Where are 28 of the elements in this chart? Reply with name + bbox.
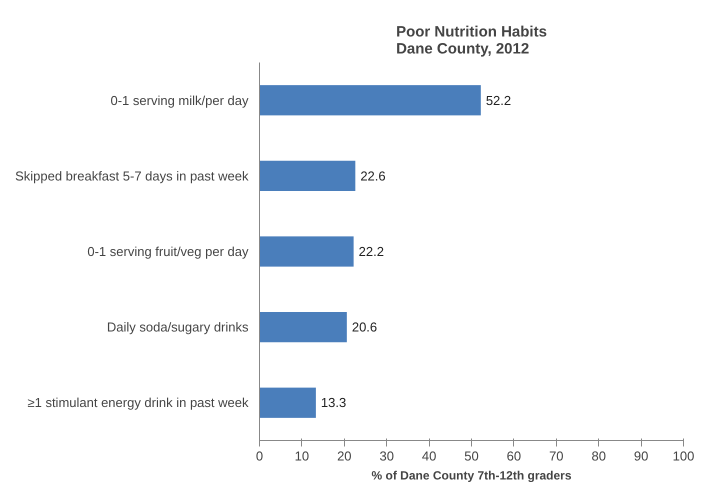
x-tick-label: 90 bbox=[634, 448, 648, 464]
x-tick-label: 70 bbox=[549, 448, 564, 464]
x-tick-label: 100 bbox=[672, 448, 694, 464]
x-tick-label: 20 bbox=[337, 448, 352, 464]
bar bbox=[260, 312, 347, 342]
bar bbox=[260, 236, 354, 267]
data-label: 13.3 bbox=[320, 395, 346, 410]
x-tick-label: 50 bbox=[464, 448, 479, 464]
x-tick-label: 60 bbox=[506, 448, 522, 464]
x-tick-label: 40 bbox=[422, 448, 436, 464]
y-tick-label: Daily soda/sugary drinks bbox=[106, 320, 249, 335]
chart-title: Poor Nutrition Habits Dane County, 2012 bbox=[396, 24, 547, 58]
data-label: 22.2 bbox=[358, 244, 384, 259]
data-label: 20.6 bbox=[352, 320, 378, 335]
y-tick-label: 0-1 serving fruit/veg per day bbox=[87, 244, 249, 259]
y-tick-label: Skipped breakfast 5-7 days in past week bbox=[15, 168, 249, 184]
bar bbox=[260, 85, 481, 116]
x-tick-label: 10 bbox=[294, 448, 310, 464]
x-axis-title: % of Dane County 7th-12th graders bbox=[371, 468, 572, 482]
x-tick-label: 0 bbox=[256, 448, 264, 464]
y-tick-label: 0-1 serving milk/per day bbox=[110, 92, 249, 108]
y-tick-label: ≥1 stimulant energy drink in past week bbox=[27, 395, 249, 410]
x-tick-label: 30 bbox=[379, 448, 394, 464]
data-label: 22.6 bbox=[360, 168, 386, 184]
bar bbox=[260, 388, 316, 418]
x-tick-label: 80 bbox=[591, 448, 606, 464]
data-label: 52.2 bbox=[486, 92, 512, 108]
bar bbox=[260, 160, 356, 192]
